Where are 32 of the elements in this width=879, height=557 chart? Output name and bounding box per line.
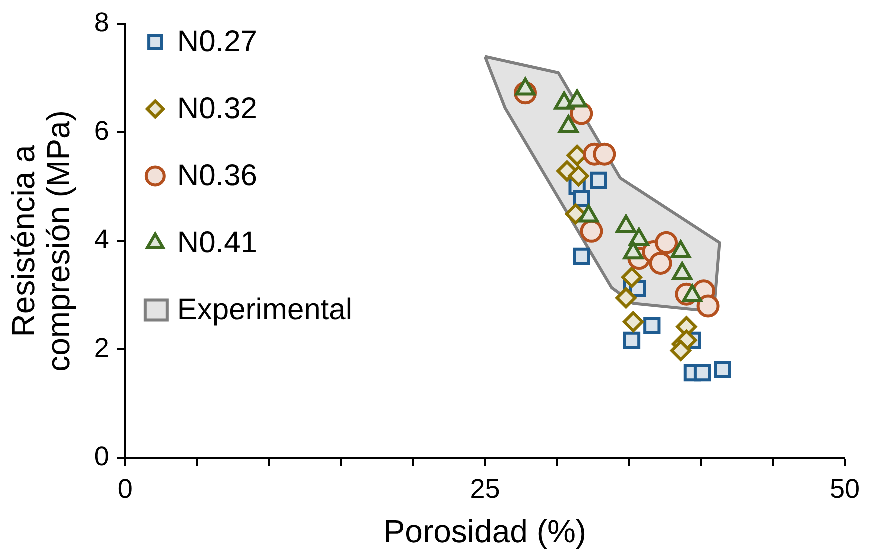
point — [644, 317, 661, 334]
legend-label: N0.41 — [177, 226, 258, 260]
point — [573, 248, 590, 265]
point — [622, 312, 644, 333]
point — [616, 288, 637, 309]
point — [565, 204, 586, 225]
point — [694, 364, 712, 382]
x-tick-label: 25 — [470, 474, 500, 504]
point — [623, 332, 641, 350]
point — [590, 172, 608, 190]
x-axis-title: Porosidad (%) — [384, 514, 587, 550]
y-tick-label: 4 — [94, 224, 110, 255]
point — [655, 231, 678, 254]
point — [696, 294, 720, 318]
legend-label: N0.32 — [177, 92, 258, 126]
point — [593, 142, 616, 166]
point — [714, 361, 732, 378]
x-tick-label: 50 — [830, 474, 860, 504]
legend-label: Experimental — [177, 293, 352, 326]
x-tick-label: 0 — [118, 474, 133, 504]
y-tick-label: 0 — [94, 442, 110, 472]
point — [622, 267, 643, 288]
y-tick-label: 8 — [94, 8, 110, 38]
point — [649, 252, 672, 275]
y-tick-label: 6 — [94, 116, 110, 146]
point — [670, 340, 692, 362]
legend-label: N0.27 — [177, 25, 258, 58]
y-tick-label: 2 — [94, 333, 110, 364]
y-axis-title: Resisténcia a compresión (MPa) — [5, 110, 77, 372]
legend-label: N0.36 — [177, 159, 258, 192]
point — [573, 190, 590, 208]
point — [568, 166, 590, 187]
